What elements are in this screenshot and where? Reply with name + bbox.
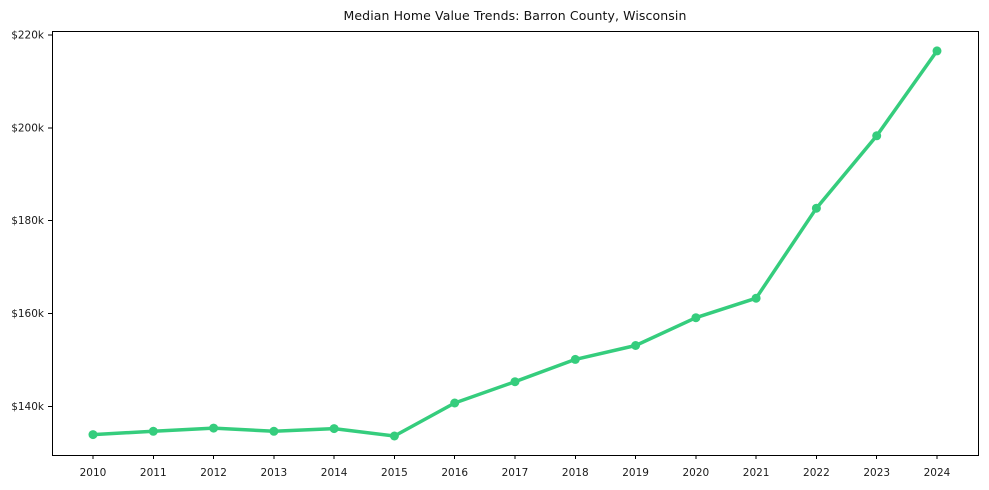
x-tick-label: 2024 bbox=[924, 467, 951, 479]
x-tick-label: 2020 bbox=[682, 467, 709, 479]
plot-border bbox=[52, 31, 979, 456]
data-point-2021 bbox=[751, 293, 761, 303]
x-tick-label: 2019 bbox=[622, 467, 649, 479]
data-point-2017 bbox=[510, 377, 520, 387]
data-point-2016 bbox=[450, 398, 460, 408]
x-tick-label: 2013 bbox=[260, 467, 287, 479]
data-point-2024 bbox=[932, 46, 942, 56]
x-tick-label: 2017 bbox=[502, 467, 529, 479]
x-tick-label: 2022 bbox=[803, 467, 830, 479]
data-point-2012 bbox=[209, 423, 219, 433]
y-tick-label: $200k bbox=[11, 122, 45, 134]
data-point-2011 bbox=[148, 426, 158, 436]
data-point-2020 bbox=[691, 313, 701, 323]
data-point-2019 bbox=[631, 341, 641, 350]
x-tick-label: 2016 bbox=[441, 467, 468, 479]
y-tick-label: $220k bbox=[11, 30, 45, 42]
data-point-2022 bbox=[811, 203, 821, 213]
data-point-2013 bbox=[269, 426, 279, 436]
x-tick-label: 2010 bbox=[80, 467, 107, 479]
x-tick-label: 2021 bbox=[743, 467, 770, 479]
x-tick-label: 2018 bbox=[562, 467, 589, 479]
data-point-2015 bbox=[389, 431, 399, 441]
chart-title: Median Home Value Trends: Barron County,… bbox=[343, 8, 687, 23]
x-tick-label: 2015 bbox=[381, 467, 408, 479]
data-point-2023 bbox=[872, 131, 882, 141]
x-tick-label: 2011 bbox=[140, 467, 167, 479]
data-point-2018 bbox=[570, 354, 580, 364]
x-tick-label: 2012 bbox=[200, 467, 227, 479]
x-tick-label: 2014 bbox=[321, 467, 348, 479]
y-tick-label: $160k bbox=[11, 308, 45, 320]
data-point-2014 bbox=[329, 424, 339, 434]
data-point-2010 bbox=[88, 430, 98, 440]
y-tick-label: $180k bbox=[11, 215, 45, 227]
x-tick-label: 2023 bbox=[863, 467, 890, 479]
y-tick-label: $140k bbox=[11, 401, 45, 413]
